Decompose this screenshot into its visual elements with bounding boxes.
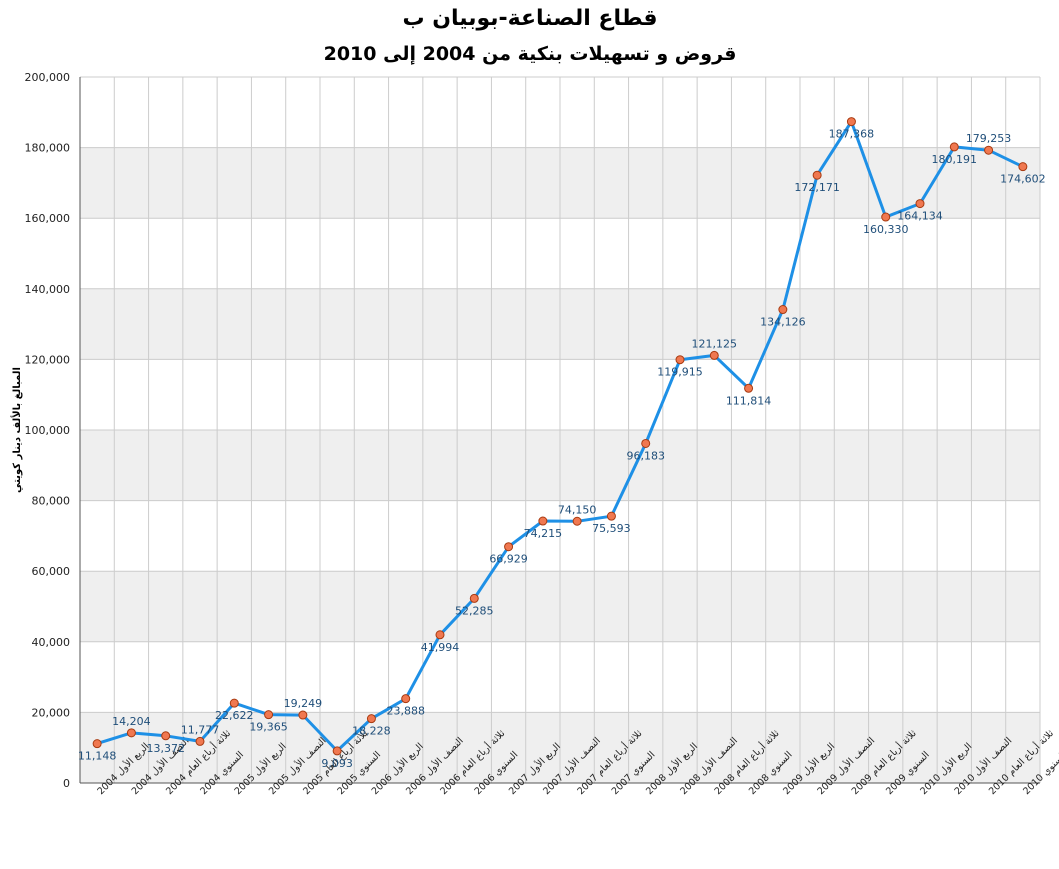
chart-title: قطاع الصناعة-بوبيان ب	[402, 6, 657, 31]
y-axis-label: المبالغ بالألف دينار كويتي	[10, 367, 23, 493]
data-point	[161, 731, 171, 741]
data-label: 96,183	[626, 449, 665, 462]
data-label: 187,368	[829, 128, 875, 141]
y-tick-label: 140,000	[25, 283, 71, 296]
data-label: 23,888	[386, 705, 425, 718]
gridlines	[79, 76, 1041, 784]
data-label: 119,915	[657, 366, 703, 379]
data-point	[435, 630, 445, 640]
data-label: 18,228	[352, 725, 391, 738]
series-line	[96, 120, 1024, 753]
y-tick-label: 80,000	[32, 495, 71, 508]
data-label: 134,126	[760, 316, 806, 329]
data-point	[641, 438, 651, 448]
data-label: 19,365	[249, 721, 288, 734]
data-label: 160,330	[863, 223, 909, 236]
y-tick-label: 0	[63, 777, 70, 790]
data-label: 164,134	[897, 210, 943, 223]
data-point	[366, 714, 376, 724]
data-point	[126, 728, 136, 738]
data-label: 52,285	[455, 604, 494, 617]
data-point	[298, 710, 308, 720]
data-label: 174,602	[1000, 173, 1046, 186]
data-point	[401, 694, 411, 704]
data-label: 172,171	[794, 181, 840, 194]
y-tick-label: 120,000	[25, 353, 71, 366]
data-point	[984, 145, 994, 155]
y-tick-label: 60,000	[32, 565, 71, 578]
data-point	[744, 383, 754, 393]
data-label: 41,994	[421, 641, 460, 654]
data-point	[469, 593, 479, 603]
data-point	[264, 710, 274, 720]
y-tick-label: 160,000	[25, 212, 71, 225]
data-label: 111,814	[726, 394, 772, 407]
data-point	[675, 355, 685, 365]
data-label: 74,215	[524, 527, 563, 540]
data-point	[538, 516, 548, 526]
data-point	[572, 516, 582, 526]
data-point	[915, 199, 925, 209]
data-point	[949, 142, 959, 152]
data-point	[812, 170, 822, 180]
y-tick-label: 20,000	[32, 706, 71, 719]
y-tick-label: 180,000	[25, 142, 71, 155]
data-point	[504, 542, 514, 552]
data-point	[229, 698, 239, 708]
data-label: 13,372	[146, 742, 185, 755]
data-label: 14,204	[112, 715, 151, 728]
data-label: 9,093	[321, 757, 353, 770]
data-label: 74,150	[558, 503, 597, 516]
series-polyline	[96, 120, 1024, 753]
axes	[79, 77, 1040, 784]
data-label: 22,622	[215, 709, 254, 722]
data-point	[606, 511, 616, 521]
data-point	[709, 350, 719, 360]
data-point	[778, 305, 788, 315]
data-point	[846, 117, 856, 127]
data-label: 66,929	[489, 553, 528, 566]
data-point	[881, 212, 891, 222]
data-point	[92, 739, 102, 749]
data-label: 11,148	[78, 750, 117, 763]
chart-subtitle: قروض و تسهيلات بنكية من 2004 إلى 2010	[324, 43, 737, 65]
y-tick-label: 200,000	[25, 71, 71, 84]
y-tick-label: 100,000	[25, 424, 71, 437]
data-label: 11,777	[181, 723, 220, 736]
series-markers	[92, 117, 1028, 756]
y-tick-label: 40,000	[32, 636, 71, 649]
data-label: 179,253	[966, 132, 1012, 145]
data-label: 19,249	[284, 697, 323, 710]
data-label: 180,191	[932, 153, 978, 166]
data-point	[332, 746, 342, 756]
data-point	[195, 736, 205, 746]
data-label: 75,593	[592, 522, 631, 535]
data-label: 121,125	[692, 337, 738, 350]
y-tick-labels: 0 20,000 40,000 60,000 80,000 100,000 120,000 1…	[25, 71, 71, 790]
data-point	[1018, 162, 1028, 172]
